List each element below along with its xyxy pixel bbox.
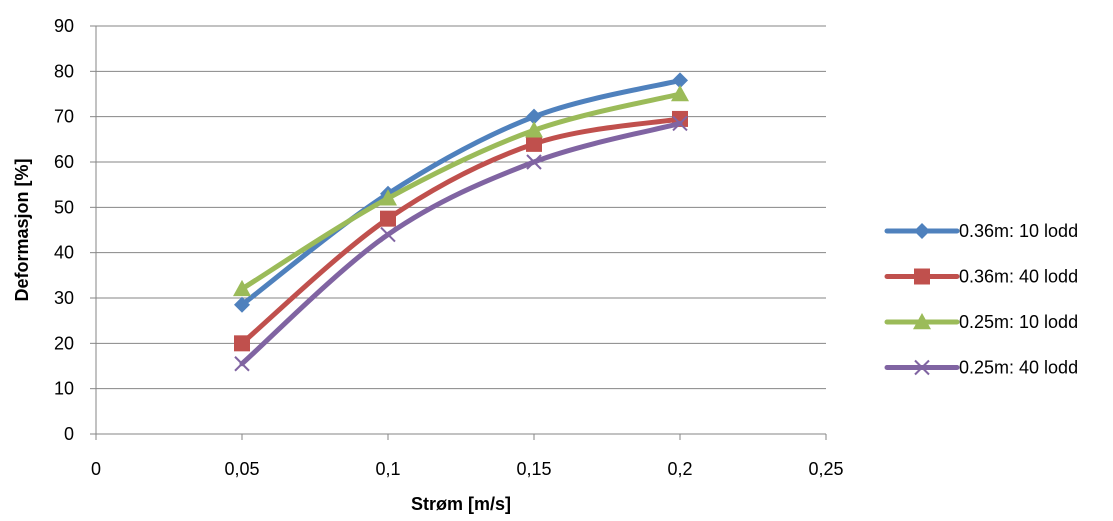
series-2 (233, 85, 689, 297)
x-tick-label-1: 0,05 (224, 459, 259, 479)
y-tick-label-5: 50 (54, 197, 74, 217)
y-tick-label-8: 80 (54, 61, 74, 81)
series-1 (234, 110, 688, 352)
series-2-point-0 (233, 279, 251, 297)
series-0-point-0 (234, 296, 250, 313)
x-tick-label-0: 0 (91, 459, 101, 479)
series-line-1 (239, 116, 683, 346)
series-1-point-1 (380, 210, 396, 227)
series-line-2 (239, 91, 683, 292)
y-tick-label-6: 60 (54, 152, 74, 172)
series-3-point-2 (526, 154, 542, 170)
legend-item-0: 0.36m: 10 lodd (884, 221, 1078, 241)
series-0 (234, 72, 688, 313)
series-0-point-3 (672, 72, 688, 89)
series-line-0 (239, 77, 683, 308)
x-tick-label-2: 0,1 (375, 459, 400, 479)
legend-marker-3 (914, 359, 930, 376)
series-line-3 (239, 120, 683, 367)
legend-label-0: 0.36m: 10 lodd (959, 221, 1078, 241)
legend-marker-2 (913, 313, 931, 330)
legend-marker-0 (914, 223, 930, 239)
series-1-point-2 (526, 135, 542, 152)
legend: 0.36m: 10 lodd 0.36m: 40 lodd 0.25m: 10 lo… (884, 221, 1078, 378)
legend-label-2: 0.25m: 10 lodd (959, 312, 1078, 332)
legend-label-3: 0.25m: 40 lodd (959, 358, 1078, 378)
y-tick-label-2: 20 (54, 333, 74, 353)
y-axis-ticks: 0 10 20 30 40 50 60 70 80 90 (54, 16, 74, 444)
y-tick-label-7: 70 (54, 107, 74, 127)
series-2-point-2 (525, 121, 543, 138)
series-0-point-2 (526, 108, 542, 125)
y-tick-label-9: 90 (54, 16, 74, 36)
series-3 (234, 115, 688, 372)
legend-marker-1 (914, 268, 930, 285)
legend-label-1: 0.36m: 40 lodd (959, 267, 1078, 287)
y-tick-label-3: 30 (54, 288, 74, 308)
legend-item-3: 0.25m: 40 lodd (884, 358, 1078, 378)
series-layer (233, 72, 689, 372)
axes (90, 25, 827, 440)
series-3-point-0 (234, 356, 250, 372)
series-2-point-1 (379, 189, 397, 206)
legend-item-2: 0.25m: 10 lodd (884, 312, 1078, 332)
series-3-point-3 (672, 115, 688, 132)
x-tick-label-3: 0,15 (516, 459, 551, 479)
series-3-point-1 (380, 226, 396, 243)
x-tick-label-5: 0,25 (808, 459, 843, 479)
x-axis-title: Strøm [m/s] (411, 494, 511, 514)
x-tick-label-4: 0,2 (667, 459, 692, 479)
y-tick-label-0: 0 (64, 424, 74, 444)
y-axis-title: Deformasjon [%] (12, 158, 32, 301)
gridlines (96, 25, 826, 390)
series-2-point-3 (671, 85, 689, 102)
y-tick-label-1: 10 (54, 379, 74, 399)
legend-item-1: 0.36m: 40 lodd (884, 267, 1078, 287)
x-axis-ticks: 0 0,05 0,1 0,15 0,2 0,25 (91, 459, 844, 479)
series-1-point-0 (234, 335, 250, 352)
y-tick-label-4: 40 (54, 243, 74, 263)
